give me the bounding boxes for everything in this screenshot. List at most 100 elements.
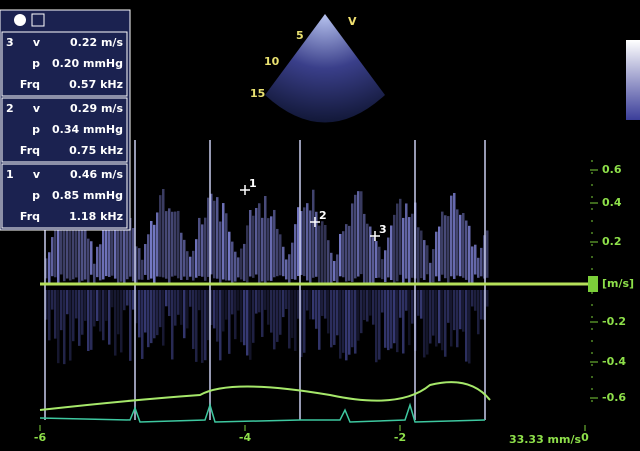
spectral-trace — [186, 290, 189, 328]
spectral-trace — [192, 251, 195, 281]
measure-label: v — [33, 36, 41, 49]
spectral-trace — [468, 290, 471, 363]
spectral-trace — [432, 249, 435, 282]
spectral-trace — [252, 290, 255, 343]
spectral-trace — [396, 290, 399, 352]
measure-value: 0.46 m/s — [70, 168, 123, 181]
spectral-trace — [366, 224, 369, 283]
depth-mark: 5 — [296, 29, 304, 42]
spectral-trace — [309, 290, 312, 319]
spectral-trace — [357, 191, 360, 276]
spectral-trace — [393, 215, 396, 284]
spectral-trace — [150, 221, 153, 279]
spectral-trace — [225, 290, 228, 320]
spectral-trace — [174, 212, 177, 276]
spectral-trace — [285, 290, 288, 309]
spectral-trace — [219, 222, 222, 283]
scale-label: -0.6 — [602, 391, 626, 404]
spectral-trace — [219, 290, 222, 360]
spectral-trace — [465, 221, 468, 280]
ecg-trace — [40, 405, 485, 422]
spectral-trace — [48, 252, 51, 283]
spectral-trace — [450, 290, 453, 346]
spectral-trace — [342, 290, 345, 353]
spectral-trace — [90, 241, 93, 274]
spectral-trace — [201, 290, 204, 363]
spectral-trace — [81, 290, 84, 335]
spectral-trace — [447, 290, 450, 323]
spectral-trace — [420, 290, 423, 319]
spectral-trace — [198, 290, 201, 310]
spectral-trace — [273, 290, 276, 349]
spectral-trace — [177, 211, 180, 278]
spectral-trace — [453, 193, 456, 279]
spectral-trace — [222, 203, 225, 279]
spectral-trace — [423, 290, 426, 357]
spectral-trace — [417, 227, 420, 282]
spectral-trace — [303, 290, 306, 353]
spectral-trace — [153, 290, 156, 338]
spectral-trace — [261, 218, 264, 282]
spectral-trace — [141, 290, 144, 359]
spectral-trace — [255, 290, 258, 314]
spectral-trace — [54, 290, 57, 339]
spectral-trace — [372, 237, 375, 283]
spectral-trace — [411, 214, 414, 278]
spectral-trace — [345, 224, 348, 281]
spectral-trace — [54, 230, 57, 277]
spectral-trace — [324, 290, 327, 319]
spectral-trace — [351, 290, 354, 347]
spectral-trace — [171, 212, 174, 277]
spectral-trace — [72, 290, 75, 341]
sector-image — [265, 14, 385, 123]
spectral-trace — [189, 257, 192, 277]
spectral-trace — [459, 215, 462, 276]
spectral-trace — [129, 290, 132, 361]
spectral-trace — [366, 290, 369, 322]
spectral-trace — [426, 245, 429, 274]
spectral-trace — [180, 233, 183, 280]
spectral-trace — [261, 290, 264, 337]
spectral-trace — [417, 290, 420, 316]
spectral-trace — [195, 290, 198, 362]
spectral-trace — [387, 290, 390, 350]
spectral-trace — [318, 290, 321, 350]
spectral-trace — [123, 290, 126, 310]
spectral-trace — [438, 290, 441, 343]
measure-value: 0.85 mmHg — [52, 189, 123, 202]
spectral-trace — [312, 290, 315, 319]
spectral-trace — [174, 290, 177, 326]
measure-label: Frq — [20, 78, 40, 91]
baseline-handle — [588, 276, 598, 292]
spectral-trace — [216, 290, 219, 342]
spectral-trace — [330, 253, 333, 284]
scale-label: -0.4 — [602, 355, 626, 368]
measure-index: 1 — [6, 168, 14, 181]
spectral-trace — [369, 227, 372, 283]
scale-unit: [m/s] — [602, 277, 634, 290]
spectral-trace — [336, 254, 339, 282]
time-label: -2 — [394, 431, 406, 444]
spectral-trace — [348, 226, 351, 281]
spectral-trace — [336, 290, 339, 335]
spectral-trace — [231, 290, 234, 314]
spectral-trace — [399, 199, 402, 275]
spectral-trace — [255, 208, 258, 275]
measure-value: 1.18 kHz — [69, 210, 123, 223]
spectral-trace — [333, 261, 336, 281]
spectral-trace — [228, 232, 231, 281]
spectral-trace — [60, 290, 63, 330]
spectral-trace — [405, 290, 408, 311]
spectral-trace — [333, 290, 336, 345]
spectral-trace — [273, 210, 276, 277]
spectral-trace — [234, 290, 237, 339]
ultrasound-screen: 3v0.22 m/sp0.20 mmHgFrq0.57 kHz2v0.29 m/… — [0, 0, 640, 447]
panel-icon — [14, 14, 26, 26]
spectral-trace — [438, 227, 441, 282]
spectral-trace — [480, 290, 483, 319]
spectral-trace — [204, 218, 207, 281]
spectral-trace — [141, 260, 144, 280]
spectral-trace — [381, 259, 384, 279]
spectral-trace — [462, 290, 465, 332]
spectral-trace — [51, 237, 54, 276]
